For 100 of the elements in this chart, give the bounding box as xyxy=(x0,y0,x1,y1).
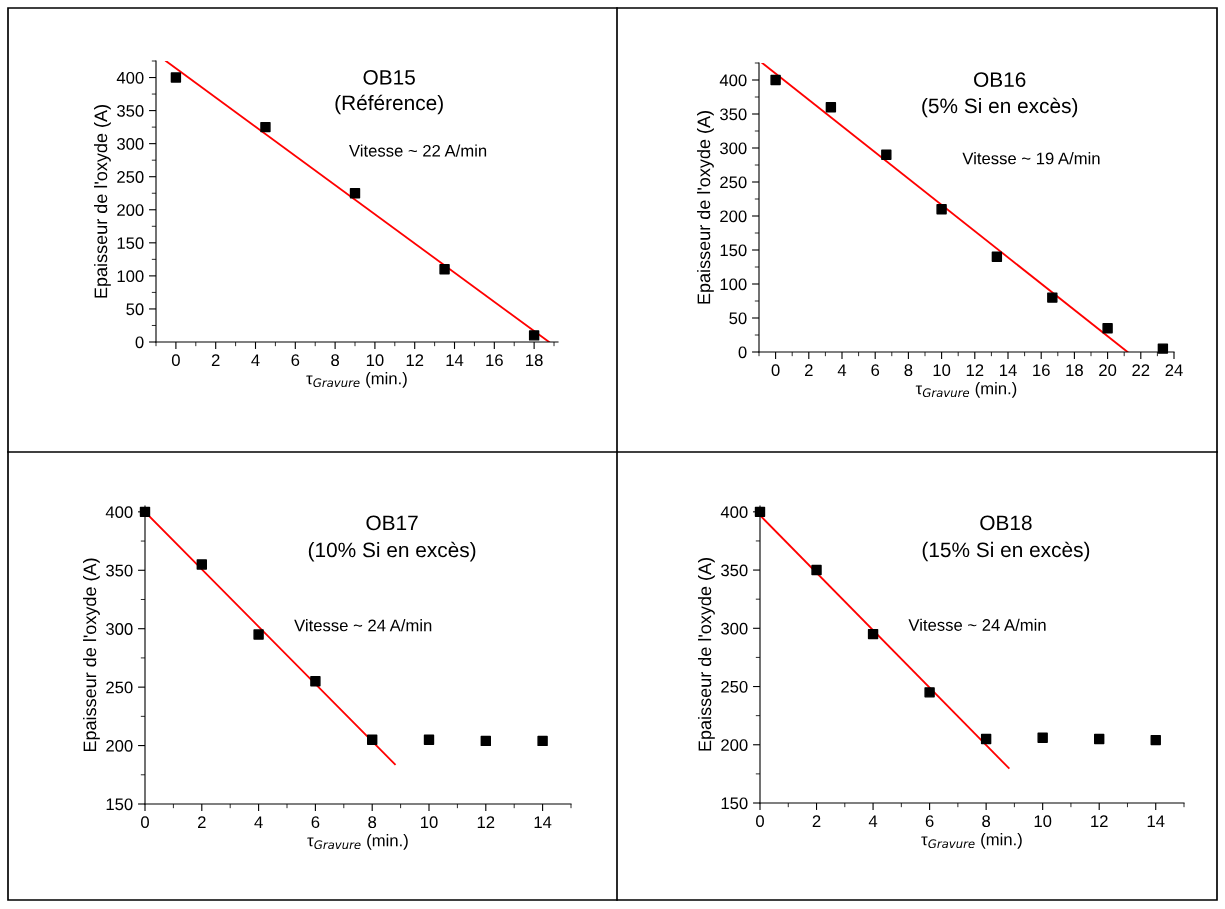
point xyxy=(980,733,992,745)
x-tick-label: 6 xyxy=(311,816,320,829)
y-tick-label: 300 xyxy=(720,142,747,155)
y-tick-label: 300 xyxy=(106,623,133,635)
x-tick-label: 2 xyxy=(805,364,813,376)
y-tick-label: 250 xyxy=(106,681,133,694)
y-axis-title: Epaisseur de l'oxyde (A) xyxy=(94,105,111,298)
x-axis-title: τ$_{Gravure}$ (min.) xyxy=(306,372,407,388)
y-tick-label: 300 xyxy=(721,622,748,635)
point xyxy=(1037,732,1048,743)
y-tick-label: 250 xyxy=(720,176,747,189)
point xyxy=(924,687,935,698)
point xyxy=(310,676,321,687)
x-tick-label: 12 xyxy=(406,354,424,366)
chart-title: OB17 xyxy=(366,515,418,531)
x-tick-label: 22 xyxy=(1132,364,1150,376)
text: (10% Si en excès) xyxy=(308,541,476,562)
y-tick-label: 150 xyxy=(721,797,748,810)
y-tick-label: 100 xyxy=(117,270,144,283)
point xyxy=(439,264,450,275)
point xyxy=(260,121,271,133)
y-tick-label: 400 xyxy=(719,74,747,87)
point xyxy=(770,74,781,86)
text: (Référence) xyxy=(335,94,443,115)
y-tick-label: 50 xyxy=(729,312,747,325)
x-tick-label: 0 xyxy=(171,354,180,367)
y-tick-label: 150 xyxy=(106,798,133,811)
point xyxy=(423,734,435,745)
y-axis-title: Epaisseur de l'oxyde (A) xyxy=(83,558,100,752)
point xyxy=(170,72,182,83)
x-tick-label: 8 xyxy=(904,364,913,377)
x-axis-title: τ$_{Gravure}$ (min.) xyxy=(915,382,1017,398)
point xyxy=(936,204,947,215)
point xyxy=(1047,292,1058,303)
chart-title: OB15 xyxy=(363,69,415,85)
y-tick-label: 200 xyxy=(117,204,144,216)
point xyxy=(1094,733,1105,745)
x-tick-label: 14 xyxy=(446,354,464,366)
x-tick-label: 4 xyxy=(837,364,847,376)
y-tick-label: 300 xyxy=(117,138,144,150)
point xyxy=(528,330,540,341)
point xyxy=(1150,734,1161,746)
x-tick-label: 10 xyxy=(933,364,951,377)
x-tick-label: 20 xyxy=(1099,364,1117,377)
x-tick-label: 2 xyxy=(198,816,206,828)
x-tick-label: 18 xyxy=(1066,364,1083,377)
y-tick-label: 250 xyxy=(721,680,748,693)
y-tick-label: 350 xyxy=(106,564,133,577)
chart-title: OB16 xyxy=(974,72,1026,87)
y-axis-title: Epaisseur de l'oxyde (A) xyxy=(697,111,714,304)
x-tick-label: 24 xyxy=(1165,364,1183,376)
y-tick-label: 150 xyxy=(720,244,747,257)
x-tick-label: 12 xyxy=(477,816,495,828)
y-tick-label: 350 xyxy=(721,564,748,577)
x-tick-label: 10 xyxy=(1034,815,1052,828)
x-tick-label: 16 xyxy=(1033,364,1050,377)
x-axis-title: τ$_{Gravure}$ (min.) xyxy=(307,834,408,850)
point xyxy=(881,149,892,160)
x-tick-label: 18 xyxy=(526,354,543,367)
x-tick-label: 12 xyxy=(966,364,984,376)
x-tick-label: 4 xyxy=(254,816,263,828)
x-tick-label: 4 xyxy=(251,354,260,366)
y-tick-label: 400 xyxy=(116,71,144,84)
y-tick-label: 200 xyxy=(721,739,748,751)
point xyxy=(825,102,837,113)
x-tick-label: 14 xyxy=(534,816,552,828)
x-tick-label: 0 xyxy=(756,815,764,828)
x-tick-label: 10 xyxy=(366,354,384,367)
point xyxy=(991,251,1003,262)
x-tick-label: 2 xyxy=(211,354,220,366)
y-tick-label: 100 xyxy=(720,278,747,291)
x-tick-label: 10 xyxy=(421,816,438,829)
y-tick-label: 50 xyxy=(126,303,144,316)
y-tick-label: 0 xyxy=(135,336,144,349)
point xyxy=(1102,323,1113,334)
x-tick-label: 14 xyxy=(1147,815,1165,827)
x-axis-title: τ$_{Gravure}$ (min.) xyxy=(921,833,1022,849)
point xyxy=(253,629,264,640)
point xyxy=(1157,343,1169,354)
x-tick-label: 16 xyxy=(486,354,503,367)
point xyxy=(349,188,361,199)
point xyxy=(537,735,548,747)
point xyxy=(867,628,879,640)
x-tick-label: 8 xyxy=(331,354,340,367)
point xyxy=(196,559,207,570)
x-tick-label: 8 xyxy=(368,816,377,829)
annotation: Vitesse ~ 24 A/min xyxy=(294,619,432,632)
x-tick-label: 8 xyxy=(982,815,991,828)
text: (15% Si en excès) xyxy=(922,541,1090,562)
y-tick-label: 200 xyxy=(106,739,133,752)
chart-title: OB18 xyxy=(980,515,1032,531)
annotation: Vitesse ~ 22 A/min xyxy=(349,144,487,157)
y-axis-title: Epaisseur de l'oxyde (A) xyxy=(698,558,715,751)
y-tick-label: 150 xyxy=(117,237,144,250)
text: (5% Si en excès) xyxy=(922,97,1078,118)
point xyxy=(367,734,378,745)
y-tick-label: 350 xyxy=(720,108,747,121)
x-tick-label: 6 xyxy=(291,354,300,367)
y-tick-label: 400 xyxy=(105,506,133,519)
x-tick-label: 12 xyxy=(1091,815,1108,827)
